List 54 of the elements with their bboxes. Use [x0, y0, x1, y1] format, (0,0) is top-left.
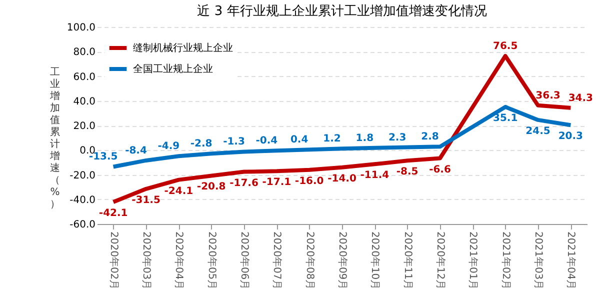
- data-label: 24.5: [526, 126, 550, 137]
- x-tick-label: 2020年06月: [238, 232, 250, 290]
- y-tick-label: 40.0: [73, 96, 96, 108]
- x-tick-label: 2020年04月: [173, 232, 186, 290]
- data-label: -17.1: [262, 177, 292, 188]
- data-label: -11.4: [360, 170, 390, 182]
- data-label: 0.4: [290, 134, 308, 146]
- data-label: -14.0: [328, 173, 356, 184]
- data-label: -20.8: [196, 182, 226, 193]
- y-tick-label: -40.0: [70, 194, 96, 206]
- x-tick-label: 2021年04月: [565, 232, 578, 290]
- x-tick-label: 2020年03月: [140, 232, 152, 290]
- x-tick-label: 2021年01月: [467, 232, 480, 290]
- y-tick-label: -20.0: [70, 170, 96, 182]
- text: 工业增加值累计增速（%）: [50, 67, 60, 210]
- y-tick-label: -60.0: [70, 220, 96, 230]
- data-label: -31.5: [132, 194, 160, 206]
- data-label: 36.3: [536, 90, 560, 102]
- x-tick-label: 2020年07月: [271, 232, 284, 290]
- x-tick-label: 2020年08月: [304, 232, 316, 290]
- x-tick-label: 2021年03月: [532, 232, 544, 290]
- data-label: 76.5: [492, 40, 518, 52]
- data-label: 1.8: [356, 132, 374, 144]
- y-tick-label: 60.0: [73, 72, 96, 83]
- data-label: -8.4: [125, 145, 147, 156]
- data-label: -16.0: [294, 176, 324, 187]
- x-tick-label: 2020年12月: [434, 232, 446, 290]
- data-label: -42.1: [98, 208, 128, 219]
- data-label: -6.6: [429, 164, 451, 176]
- data-label: -2.8: [190, 138, 212, 150]
- data-label: 2.3: [388, 132, 406, 144]
- data-label: -1.3: [223, 136, 245, 148]
- data-label: -0.4: [256, 136, 278, 147]
- y-tick-label: 20.0: [73, 121, 96, 132]
- x-tick-label: 2020年02月: [108, 232, 120, 290]
- x-tick-label: 2020年10月: [369, 232, 382, 290]
- data-label: 1.2: [323, 134, 341, 145]
- x-tick-label: 2020年09月: [336, 232, 348, 290]
- legend-label: 缝制机械行业规上企业: [133, 42, 233, 54]
- data-label: -17.6: [230, 178, 258, 189]
- data-label: 2.8: [421, 132, 439, 143]
- x-tick-label: 2020年11月: [402, 232, 414, 290]
- y-tick-label: 80.0: [73, 47, 96, 58]
- x-tick-label: 2021年02月: [500, 232, 512, 290]
- data-label: -4.9: [158, 141, 180, 152]
- legend-label: 全国工业规上企业: [133, 63, 213, 75]
- chart-title: 近 3 年行业规上企业累计工业增加值增速变化情况: [197, 4, 487, 19]
- data-label: 20.3: [558, 131, 584, 142]
- x-tick-label: 2020年05月: [206, 232, 218, 290]
- data-label: -8.5: [396, 166, 418, 178]
- data-label: -24.1: [164, 186, 194, 197]
- data-label: -13.5: [88, 152, 118, 163]
- data-label: 34.3: [568, 92, 594, 104]
- y-tick-label: 100.0: [66, 22, 96, 34]
